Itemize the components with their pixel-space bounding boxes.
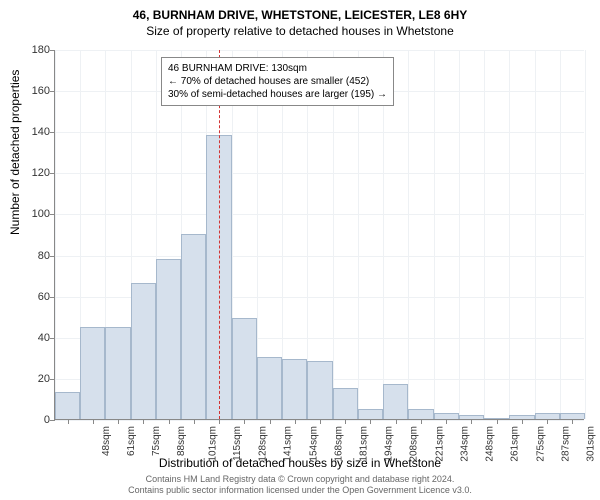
xtick-label: 301sqm	[586, 426, 597, 462]
ytick-label: 60	[38, 291, 50, 303]
ytick-label: 100	[32, 208, 50, 220]
ytick-label: 120	[32, 167, 50, 179]
page-title: 46, BURNHAM DRIVE, WHETSTONE, LEICESTER,…	[0, 0, 600, 22]
footer-line1: Contains HM Land Registry data © Crown c…	[0, 474, 600, 485]
histogram-bar	[232, 318, 257, 419]
xtick-label: 48sqm	[101, 426, 112, 456]
xtick-label: 287sqm	[560, 426, 571, 462]
xtick-label: 208sqm	[409, 426, 420, 462]
xtick-label: 141sqm	[283, 426, 294, 462]
histogram-bar	[257, 357, 282, 419]
ytick-label: 40	[38, 332, 50, 344]
histogram-bar	[282, 359, 307, 419]
histogram-bar	[383, 384, 408, 419]
xtick-label: 115sqm	[232, 426, 243, 461]
xtick-label: 248sqm	[485, 426, 496, 462]
histogram-bar	[55, 392, 80, 419]
footer-line2: Contains public sector information licen…	[0, 485, 600, 496]
histogram-bar	[333, 388, 358, 419]
histogram-bar	[105, 327, 130, 420]
histogram-bar	[156, 259, 181, 419]
xtick-label: 181sqm	[359, 426, 370, 462]
xtick-label: 168sqm	[333, 426, 344, 462]
xtick-label: 101sqm	[207, 426, 218, 462]
ytick-label: 140	[32, 126, 50, 138]
xtick-label: 194sqm	[384, 426, 395, 462]
xtick-label: 128sqm	[258, 426, 269, 462]
legend-line: ← 70% of detached houses are smaller (45…	[168, 75, 387, 88]
histogram-bar	[131, 283, 156, 419]
ytick-label: 20	[38, 373, 50, 385]
histogram-bar	[80, 327, 105, 420]
legend-line: 30% of semi-detached houses are larger (…	[168, 88, 387, 101]
ytick-label: 0	[44, 414, 50, 426]
xtick-label: 275sqm	[535, 426, 546, 462]
xtick-label: 61sqm	[126, 426, 137, 456]
histogram-bar	[358, 409, 383, 419]
xtick-label: 221sqm	[434, 426, 445, 462]
footer-attribution: Contains HM Land Registry data © Crown c…	[0, 474, 600, 496]
xtick-label: 75sqm	[151, 426, 162, 456]
xtick-label: 154sqm	[308, 426, 319, 462]
xtick-label: 88sqm	[176, 426, 187, 456]
xtick-label: 261sqm	[510, 426, 521, 462]
histogram-bar	[307, 361, 332, 419]
xtick-label: 234sqm	[460, 426, 471, 462]
histogram-bar	[181, 234, 206, 419]
ytick-label: 80	[38, 250, 50, 262]
legend-box: 46 BURNHAM DRIVE: 130sqm← 70% of detache…	[161, 57, 394, 106]
ytick-label: 160	[32, 85, 50, 97]
page-subtitle: Size of property relative to detached ho…	[0, 22, 600, 38]
y-axis-label: Number of detached properties	[8, 70, 22, 235]
histogram-bar	[408, 409, 433, 419]
legend-line: 46 BURNHAM DRIVE: 130sqm	[168, 62, 387, 75]
ytick-label: 180	[32, 44, 50, 56]
histogram-chart: 46 BURNHAM DRIVE: 130sqm← 70% of detache…	[54, 50, 584, 420]
